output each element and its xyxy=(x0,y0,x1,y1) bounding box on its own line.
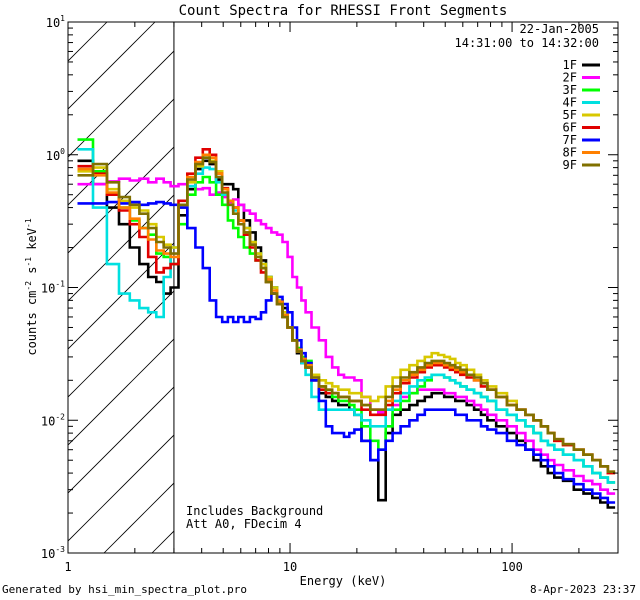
series-line-2f xyxy=(77,177,616,495)
generated-by-footer: Generated by hsi_min_spectra_plot.pro xyxy=(2,583,248,596)
annotation-background: Includes Background xyxy=(186,504,323,518)
date-label: 22-Jan-2005 xyxy=(520,22,599,36)
series-line-4f xyxy=(77,148,616,484)
chart-title: Count Spectra for RHESSI Front Segments xyxy=(179,3,508,19)
x-tick-label: 10 xyxy=(283,560,297,574)
time-range-label: 14:31:00 to 14:32:00 xyxy=(455,36,600,50)
timestamp-footer: 8-Apr-2023 23:37 xyxy=(530,583,636,596)
series-group xyxy=(77,138,616,509)
y-tick-label: 10-3 xyxy=(41,545,65,561)
x-tick-label: 1 xyxy=(64,560,71,574)
legend-label-6f: 6F xyxy=(563,121,577,135)
annotation-attenuator: Att A0, FDecim 4 xyxy=(186,517,302,531)
legend-label-3f: 3F xyxy=(563,83,577,97)
hatch-line xyxy=(68,290,174,398)
hatch-line xyxy=(68,434,174,542)
series-line-7f xyxy=(77,200,616,504)
legend-label-5f: 5F xyxy=(563,108,577,122)
hatch-line xyxy=(68,50,174,158)
axes: 1 10 100 10-3 10-2 10-1 100 101 xyxy=(41,14,619,574)
legend-label-9f: 9F xyxy=(563,158,577,172)
y-tick-label: 10-1 xyxy=(41,280,65,296)
y-tick-label: 10-2 xyxy=(41,412,65,428)
y-tick-label: 101 xyxy=(46,14,65,30)
hatch-line xyxy=(68,194,174,302)
hatch-line xyxy=(68,386,174,494)
y-axis-label: counts cm-2 s-1 keV-1 xyxy=(24,218,39,355)
legend-label-2f: 2F xyxy=(563,71,577,85)
y-tick-label: 100 xyxy=(46,147,65,163)
series-line-9f xyxy=(77,156,616,473)
legend-label-1f: 1F xyxy=(563,58,577,72)
hatch-line xyxy=(68,242,174,350)
attenuated-region-hatch xyxy=(68,22,174,553)
plot-frame xyxy=(67,21,619,554)
legend-label-8f: 8F xyxy=(563,146,577,160)
hatch-line xyxy=(68,98,174,206)
legend-label-7f: 7F xyxy=(563,133,577,147)
x-tick-label: 100 xyxy=(501,560,523,574)
x-axis-label: Energy (keV) xyxy=(300,574,387,588)
legend-label-4f: 4F xyxy=(563,96,577,110)
series-line-6f xyxy=(77,148,616,475)
